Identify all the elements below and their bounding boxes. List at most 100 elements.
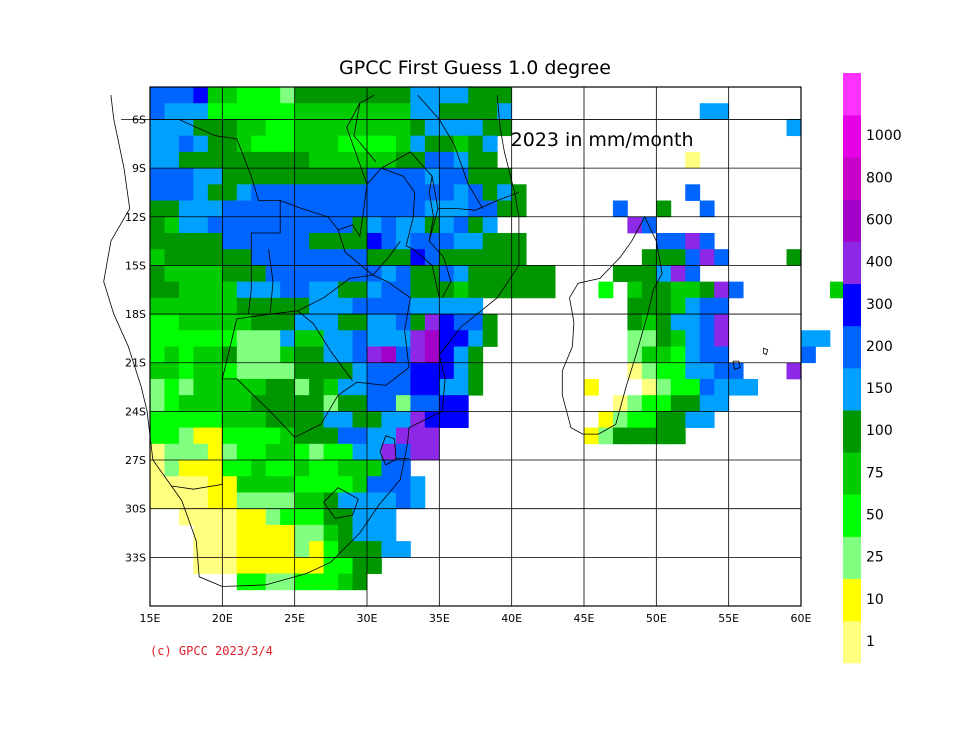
grid-cell bbox=[265, 330, 281, 347]
grid-cell bbox=[381, 87, 397, 104]
grid-cell bbox=[468, 184, 484, 201]
grid-cell bbox=[453, 265, 469, 283]
grid-cell bbox=[294, 281, 310, 299]
grid-cell bbox=[164, 378, 180, 396]
grid-cell bbox=[410, 362, 426, 380]
grid-cell bbox=[178, 330, 194, 347]
grid-cell bbox=[338, 346, 353, 364]
grid-cell bbox=[338, 427, 353, 445]
coastline-path bbox=[763, 347, 769, 356]
coastline-path bbox=[346, 94, 375, 185]
grid-cell bbox=[236, 346, 252, 364]
grid-cell bbox=[236, 314, 252, 331]
grid-cell bbox=[280, 573, 296, 591]
grid-cell bbox=[236, 330, 252, 347]
grid-cell bbox=[251, 314, 267, 331]
grid-cell bbox=[670, 314, 686, 331]
grid-cell bbox=[338, 378, 353, 396]
grid-cell bbox=[207, 362, 223, 380]
grid-cell bbox=[381, 103, 397, 120]
grid-cell bbox=[699, 297, 715, 315]
grid-cell bbox=[743, 378, 758, 396]
coastline-path bbox=[337, 167, 440, 298]
grid-cell bbox=[309, 200, 324, 218]
grid-cell bbox=[699, 395, 715, 412]
grid-cell bbox=[540, 265, 556, 283]
grid-cell bbox=[670, 249, 686, 266]
grid-cell bbox=[367, 411, 382, 428]
legend-label: 1 bbox=[866, 634, 875, 650]
grid-cell bbox=[164, 443, 180, 461]
grid-cell bbox=[367, 395, 382, 412]
grid-cell bbox=[323, 281, 339, 299]
longitude-tick-labels: 15E 20E 25E 30E 35E 40E 45E 50E 55E 60E bbox=[140, 612, 812, 625]
grid-cell bbox=[323, 460, 339, 477]
grid-cell bbox=[468, 346, 484, 364]
grid-cell bbox=[207, 135, 223, 153]
grid-cell bbox=[338, 460, 353, 477]
grid-cell bbox=[236, 297, 252, 315]
grid-cell bbox=[150, 395, 165, 412]
grid-cell bbox=[367, 427, 382, 445]
grid-cell bbox=[207, 200, 223, 218]
grid-cell bbox=[178, 265, 194, 283]
grid-cell bbox=[699, 281, 715, 299]
grid-cell bbox=[150, 297, 165, 315]
grid-cell bbox=[309, 557, 324, 574]
grid-cell bbox=[410, 411, 426, 428]
grid-cell bbox=[178, 216, 194, 234]
grid-cell bbox=[294, 216, 310, 234]
grid-cell bbox=[280, 524, 296, 542]
grid-cell bbox=[207, 330, 223, 347]
grid-cell bbox=[338, 200, 353, 218]
grid-cell bbox=[338, 524, 353, 542]
grid-cell bbox=[656, 200, 672, 218]
grid-cell bbox=[251, 232, 267, 250]
grid-cell bbox=[482, 216, 498, 234]
grid-cell bbox=[410, 378, 426, 396]
grid-cell bbox=[251, 184, 267, 201]
legend-label: 75 bbox=[866, 465, 884, 481]
grid-cell bbox=[207, 281, 223, 299]
grid-cell bbox=[222, 524, 238, 542]
grid-cell bbox=[193, 119, 209, 137]
grid-cell bbox=[251, 411, 267, 428]
grid-cell bbox=[323, 443, 339, 461]
grid-cell bbox=[468, 119, 484, 137]
grid-cell bbox=[280, 119, 296, 137]
grid-cell bbox=[236, 216, 252, 234]
grid-cell bbox=[193, 460, 209, 477]
grid-cell bbox=[685, 346, 701, 364]
grid-cell bbox=[367, 378, 382, 396]
grid-cell bbox=[395, 103, 411, 120]
grid-cell bbox=[323, 297, 339, 315]
latitude-tick-label: 21S bbox=[125, 357, 146, 370]
grid-cell bbox=[222, 216, 238, 234]
grid-cell bbox=[309, 184, 324, 201]
grid-cell bbox=[309, 87, 324, 104]
grid-cell bbox=[207, 168, 223, 185]
grid-cell bbox=[251, 330, 267, 347]
grid-cell bbox=[150, 216, 165, 234]
longitude-tick-label: 55E bbox=[718, 612, 739, 625]
grid-cell bbox=[207, 151, 223, 169]
grid-cell bbox=[164, 168, 180, 185]
grid-cell bbox=[656, 232, 672, 250]
grid-cell bbox=[395, 119, 411, 137]
legend-swatch bbox=[843, 620, 861, 664]
grid-cell bbox=[207, 378, 223, 396]
grid-cell bbox=[251, 557, 267, 574]
grid-cell bbox=[815, 330, 831, 347]
grid-cell bbox=[236, 249, 252, 266]
grid-cell bbox=[627, 330, 643, 347]
grid-cell bbox=[222, 232, 238, 250]
grid-cell bbox=[410, 168, 426, 185]
grid-cell bbox=[352, 281, 368, 299]
grid-cell bbox=[338, 330, 353, 347]
grid-cell bbox=[236, 265, 252, 283]
grid-cell bbox=[410, 216, 426, 234]
grid-cell bbox=[280, 265, 296, 283]
grid-cell bbox=[294, 443, 310, 461]
grid-cell bbox=[309, 119, 324, 137]
grid-cell bbox=[207, 249, 223, 266]
